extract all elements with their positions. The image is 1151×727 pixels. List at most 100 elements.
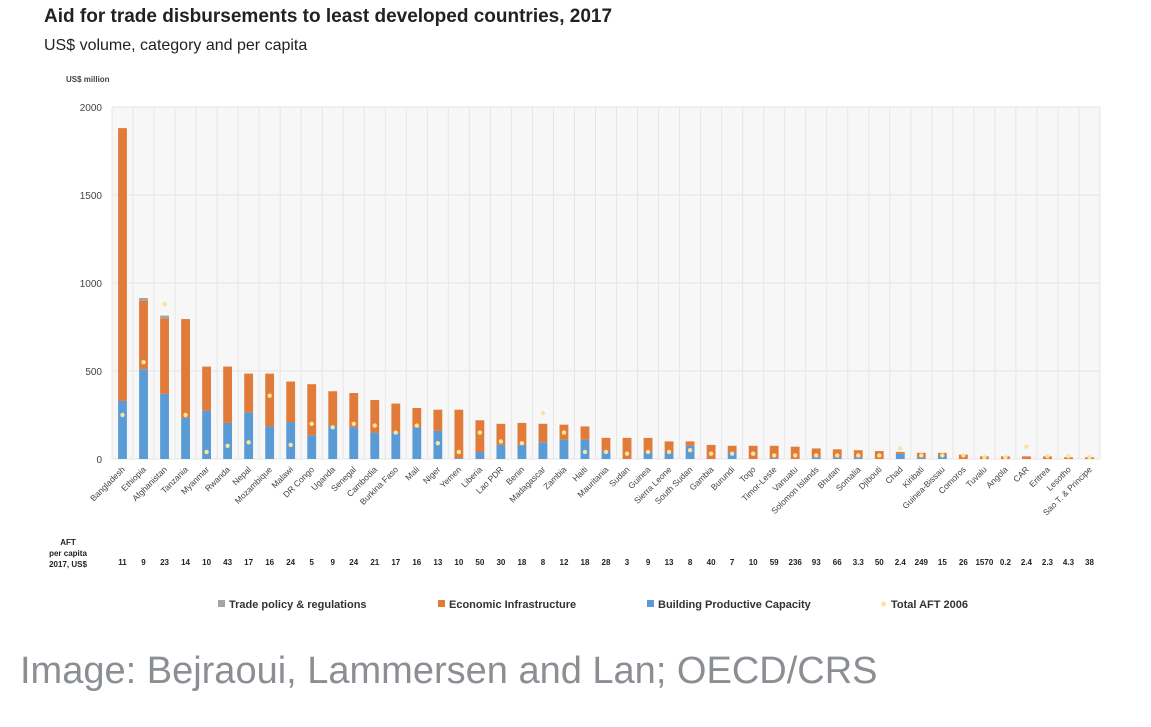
- bar-economic-infrastructure: [391, 403, 401, 433]
- bar-building-productive-capacity: [370, 432, 380, 459]
- legend-swatch: [881, 601, 886, 607]
- y-axis-label: US$ million: [66, 75, 110, 84]
- bar-economic-infrastructure: [727, 445, 737, 452]
- per-capita-value: 5: [309, 558, 314, 567]
- per-capita-value: 26: [959, 558, 968, 567]
- bar-building-productive-capacity: [601, 451, 611, 459]
- per-capita-value: 10: [749, 558, 758, 567]
- per-capita-label-line: AFT: [60, 538, 76, 547]
- marker-total-aft-2006: [1003, 455, 1008, 460]
- x-tick-label: Zambia: [541, 464, 568, 491]
- per-capita-value: 249: [915, 558, 929, 567]
- marker-total-aft-2006: [120, 412, 125, 418]
- marker-total-aft-2006: [372, 423, 377, 428]
- marker-total-aft-2006: [246, 440, 251, 445]
- marker-total-aft-2006: [351, 421, 356, 426]
- bar-chart: US$ million 0 500 1000 1500 2000 BangladeshE…: [49, 75, 1101, 611]
- x-tick-label: Burundi: [709, 464, 737, 492]
- per-capita-value: 93: [812, 558, 821, 567]
- per-capita-value: 21: [370, 558, 379, 567]
- marker-total-aft-2006: [835, 453, 840, 458]
- bar-building-productive-capacity: [349, 427, 359, 459]
- per-capita-value: 59: [770, 558, 779, 567]
- per-capita-value: 18: [581, 558, 590, 567]
- per-capita-row-label: AFT per capita 2017, US$: [49, 538, 87, 569]
- bar-economic-infrastructure: [412, 407, 422, 428]
- marker-total-aft-2006: [519, 440, 525, 446]
- bar-building-productive-capacity: [853, 457, 863, 459]
- marker-total-aft-2006: [919, 453, 924, 458]
- per-capita-value: 0.2: [1000, 558, 1012, 567]
- bar-economic-infrastructure: [160, 318, 169, 394]
- marker-total-aft-2006: [456, 449, 462, 455]
- bar-building-productive-capacity: [496, 444, 506, 459]
- bar-building-productive-capacity: [517, 444, 527, 459]
- bar-building-productive-capacity: [811, 457, 821, 459]
- marker-total-aft-2006: [267, 393, 272, 398]
- legend-swatch: [218, 600, 225, 607]
- marker-total-aft-2006: [183, 412, 188, 418]
- bar-economic-infrastructure: [643, 437, 653, 452]
- per-capita-value: 2.4: [895, 558, 907, 567]
- legend-swatch: [438, 600, 445, 607]
- bar-economic-infrastructure: [664, 441, 674, 452]
- marker-total-aft-2006: [982, 455, 987, 460]
- bar-building-productive-capacity: [580, 439, 590, 459]
- per-capita-value: 30: [496, 558, 505, 567]
- bar-economic-infrastructure: [370, 400, 380, 433]
- per-capita-value: 2.4: [1021, 558, 1033, 567]
- per-capita-value: 8: [541, 558, 546, 567]
- chart-title: Aid for trade disbursements to least dev…: [44, 6, 613, 27]
- legend: Trade policy & regulations Economic Infra…: [218, 599, 968, 611]
- per-capita-value: 10: [454, 558, 463, 567]
- y-tick-label: 0: [96, 455, 102, 466]
- per-capita-value: 38: [1085, 558, 1094, 567]
- marker-total-aft-2006: [1066, 454, 1071, 459]
- per-capita-values: 11 9 23 14 10 43 17 16 24 5 9 24 21 17 16 13 10 50 30 18 8 12…: [118, 558, 1094, 567]
- bar-economic-infrastructure: [622, 437, 632, 459]
- chart-subtitle: US$ volume, category and per capita: [44, 37, 308, 54]
- legend-label: Total AFT 2006: [891, 599, 968, 611]
- per-capita-value: 66: [833, 558, 842, 567]
- marker-total-aft-2006: [729, 451, 735, 456]
- x-tick-labels: BangladeshEthiopiaAfghanistanTanzaniaMya…: [88, 464, 1094, 517]
- per-capita-value: 236: [789, 558, 803, 567]
- bar-building-productive-capacity: [895, 453, 905, 459]
- marker-total-aft-2006: [624, 451, 630, 456]
- bar-building-productive-capacity: [916, 457, 926, 459]
- per-capita-value: 24: [286, 558, 295, 567]
- bar-economic-infrastructure: [517, 422, 527, 445]
- bar-economic-infrastructure: [496, 423, 506, 445]
- bar-building-productive-capacity: [223, 422, 233, 459]
- per-capita-value: 11: [118, 558, 127, 567]
- per-capita-label-line: 2017, US$: [49, 560, 87, 569]
- bar-building-productive-capacity: [391, 432, 401, 459]
- marker-total-aft-2006: [141, 360, 146, 365]
- bar-building-productive-capacity: [328, 425, 338, 459]
- per-capita-value: 9: [141, 558, 146, 567]
- bar-economic-infrastructure: [265, 373, 275, 427]
- bar-economic-infrastructure: [538, 423, 548, 443]
- per-capita-value: 7: [730, 558, 735, 567]
- per-capita-value: 16: [412, 558, 421, 567]
- bar-economic-infrastructure: [454, 409, 464, 459]
- per-capita-value: 15: [938, 558, 947, 567]
- bar-economic-infrastructure: [811, 448, 821, 458]
- bar-economic-infrastructure: [202, 366, 212, 411]
- per-capita-value: 9: [330, 558, 335, 567]
- bar-building-productive-capacity: [412, 427, 422, 459]
- bar-building-productive-capacity: [244, 412, 254, 459]
- per-capita-value: 43: [223, 558, 232, 567]
- x-tick-label: Djibouti: [857, 464, 884, 491]
- per-capita-value: 18: [517, 558, 526, 567]
- bar-building-productive-capacity: [538, 442, 548, 459]
- marker-total-aft-2006: [540, 411, 546, 416]
- marker-total-aft-2006: [393, 430, 398, 435]
- bar-building-productive-capacity: [286, 422, 296, 459]
- marker-total-aft-2006: [603, 449, 609, 455]
- marker-total-aft-2006: [645, 449, 651, 455]
- per-capita-value: 13: [433, 558, 442, 567]
- bar-building-productive-capacity: [118, 400, 127, 459]
- marker-total-aft-2006: [1045, 454, 1050, 459]
- marker-total-aft-2006: [309, 421, 314, 426]
